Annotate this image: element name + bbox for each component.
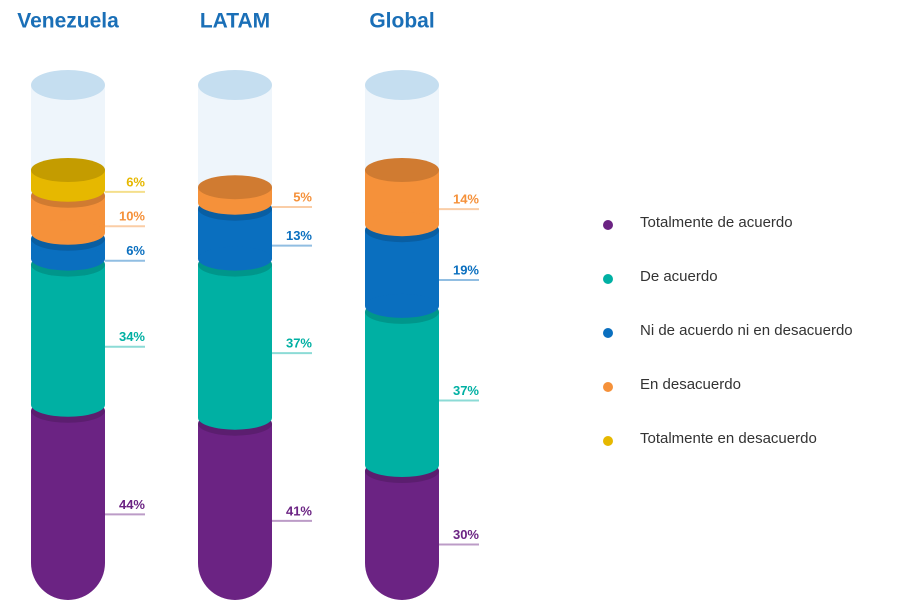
data-label: 37% bbox=[286, 336, 312, 351]
segment bbox=[365, 158, 439, 237]
segment bbox=[31, 183, 105, 245]
segment-bottom bbox=[365, 293, 439, 318]
group-title: Global bbox=[369, 10, 434, 33]
segment bbox=[198, 175, 272, 215]
segment-body bbox=[365, 230, 439, 306]
legend-marker bbox=[603, 382, 613, 392]
segment-body bbox=[198, 423, 272, 600]
segment-bottom bbox=[31, 220, 105, 245]
legend-label: Totalmente en desacuerdo bbox=[640, 430, 817, 447]
segment-body bbox=[365, 311, 439, 465]
segment bbox=[365, 459, 439, 600]
segment bbox=[31, 158, 105, 202]
legend-label: Totalmente de acuerdo bbox=[640, 214, 793, 231]
segment-body bbox=[365, 471, 439, 600]
segment-top bbox=[31, 158, 105, 182]
legend-label: Ni de acuerdo ni en desacuerdo bbox=[640, 322, 853, 339]
segment bbox=[198, 411, 272, 600]
segment-bottom bbox=[198, 405, 272, 430]
data-label: 34% bbox=[119, 329, 145, 344]
data-label: 41% bbox=[286, 503, 312, 518]
segment-top bbox=[198, 175, 272, 200]
tube-rim bbox=[365, 70, 439, 100]
legend-marker bbox=[603, 436, 613, 446]
data-label: 37% bbox=[453, 383, 479, 398]
data-label: 30% bbox=[453, 527, 479, 542]
legend-label: De acuerdo bbox=[640, 268, 718, 285]
group-title: Venezuela bbox=[17, 10, 119, 33]
data-label: 6% bbox=[126, 174, 145, 189]
segment-bottom bbox=[31, 177, 105, 202]
segment-bottom bbox=[31, 392, 105, 417]
tube-rim bbox=[31, 70, 105, 100]
segment bbox=[31, 252, 105, 417]
segment-body bbox=[31, 264, 105, 405]
legend-marker bbox=[603, 274, 613, 284]
segment-bottom bbox=[365, 453, 439, 477]
segment-body bbox=[198, 264, 272, 418]
segment-body bbox=[31, 410, 105, 600]
group-title: LATAM bbox=[200, 10, 270, 33]
segment bbox=[31, 398, 105, 600]
segment bbox=[365, 299, 439, 477]
legend-label: En desacuerdo bbox=[640, 376, 741, 393]
segment-bottom bbox=[31, 246, 105, 271]
segment bbox=[198, 252, 272, 430]
data-label: 14% bbox=[453, 192, 479, 207]
segment-bottom bbox=[365, 212, 439, 237]
data-label: 10% bbox=[119, 209, 145, 224]
tube-rim bbox=[198, 70, 272, 100]
legend-marker bbox=[603, 328, 613, 338]
data-label: 5% bbox=[293, 189, 312, 204]
segment-bottom bbox=[198, 246, 272, 271]
segment-top bbox=[365, 158, 439, 182]
data-label: 19% bbox=[453, 262, 479, 277]
data-label: 13% bbox=[286, 228, 312, 243]
data-label: 44% bbox=[119, 497, 145, 512]
data-label: 6% bbox=[126, 243, 145, 258]
legend-marker bbox=[603, 220, 613, 230]
